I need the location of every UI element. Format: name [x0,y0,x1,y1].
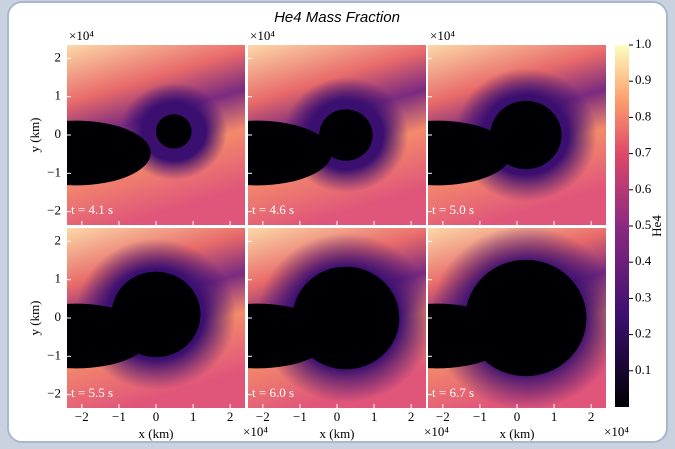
panel: t = 4.1 s −2 −1 0 1 2 ×10⁴ y (km) [27,28,245,225]
colorbar-tick-label: 0.2 [635,326,651,341]
y-tick-label: 2 [55,49,62,64]
colorbar-tick-label: 0.3 [635,289,651,304]
x-tick-label: 0 [334,409,341,424]
x-tick-label: −2 [75,409,89,424]
dark-lobe [428,303,512,369]
dark-lobe [428,120,512,186]
x-tick-label: −2 [256,409,270,424]
x-tick-label: −1 [112,409,126,424]
x-tick-label: 0 [514,409,521,424]
time-label: t = 5.5 s [71,385,113,400]
colorbar-tick-label: 1.0 [635,36,651,51]
y-tick-label: −1 [47,164,61,179]
panel-image [428,45,606,225]
colorbar-tick-label: 0.8 [635,108,651,123]
y-axis-label: y (km) [27,117,42,152]
time-label: t = 5.0 s [432,202,474,217]
y-tick-label: −2 [47,203,61,218]
panel-image [67,45,245,225]
colorbar-label: He4 [649,215,664,237]
x-multiplier: ×10⁴ [604,424,629,439]
y-tick-label: 1 [55,271,62,286]
x-tick-label: −2 [436,409,450,424]
y-tick-label: 0 [55,126,62,141]
x-tick-label: 1 [190,409,197,424]
y-axis-label: y (km) [27,300,42,335]
colorbar-tick-label: 0.5 [635,217,651,232]
dark-lobe [248,303,332,369]
colorbar-tick-label: 0.7 [635,145,652,160]
time-label: t = 4.1 s [71,202,113,217]
panel-image [248,228,426,408]
x-tick-label: −1 [293,409,307,424]
panel-image [248,45,426,225]
colorbar-tick-label: 0.4 [635,253,652,268]
time-label: t = 4.6 s [252,202,294,217]
y-tick-label: 2 [55,232,62,247]
x-multiplier: ×10⁴ [243,424,268,439]
colorbar-tick-label: 0.6 [635,181,652,196]
colorbar [615,45,629,407]
dark-core [156,114,192,149]
dark-lobe [248,120,332,186]
time-label: t = 6.0 s [252,385,294,400]
x-tick-label: −1 [473,409,487,424]
y-tick-label: 1 [55,88,62,103]
panel: t = 4.6 s ×10⁴ [248,28,426,225]
y-tick-label: −2 [47,386,61,401]
x-tick-label: 2 [408,409,415,424]
x-axis-label: x (km) [138,426,173,441]
dark-lobe [67,120,151,186]
y-multiplier: ×10⁴ [430,28,455,43]
panel: t = 6.7 s −2 −1 0 1 2 x (km) ×10⁴ [428,228,629,441]
title: He4 Mass Fraction [274,9,400,26]
x-tick-label: 1 [371,409,378,424]
y-multiplier: ×10⁴ [250,28,275,43]
dark-lobe [67,303,151,369]
panel: t = 6.0 s −2 −1 0 1 2 x (km) ×10⁴ [248,228,449,441]
y-multiplier: ×10⁴ [69,28,94,43]
panel-image [67,228,245,408]
y-tick-label: 0 [55,309,62,324]
x-tick-label: 2 [588,409,595,424]
y-tick-label: −1 [47,347,61,362]
dark-core [319,109,373,161]
x-multiplier: ×10⁴ [424,424,449,439]
x-axis-label: x (km) [319,426,354,441]
time-label: t = 6.7 s [432,385,474,400]
x-tick-label: 0 [153,409,160,424]
panel: t = 5.0 s ×10⁴ [428,28,606,225]
panel: t = 5.5 s −2 −1 0 1 2 −2 −1 0 1 2 x (km) ×10⁴ y (km) [27,228,268,441]
panel-image [428,228,606,408]
x-tick-label: 1 [551,409,558,424]
x-axis-label: x (km) [499,426,534,441]
colorbar-tick-label: 0.9 [635,72,651,87]
x-tick-label: 2 [227,409,234,424]
colorbar-tick-label: 0.1 [635,362,651,377]
